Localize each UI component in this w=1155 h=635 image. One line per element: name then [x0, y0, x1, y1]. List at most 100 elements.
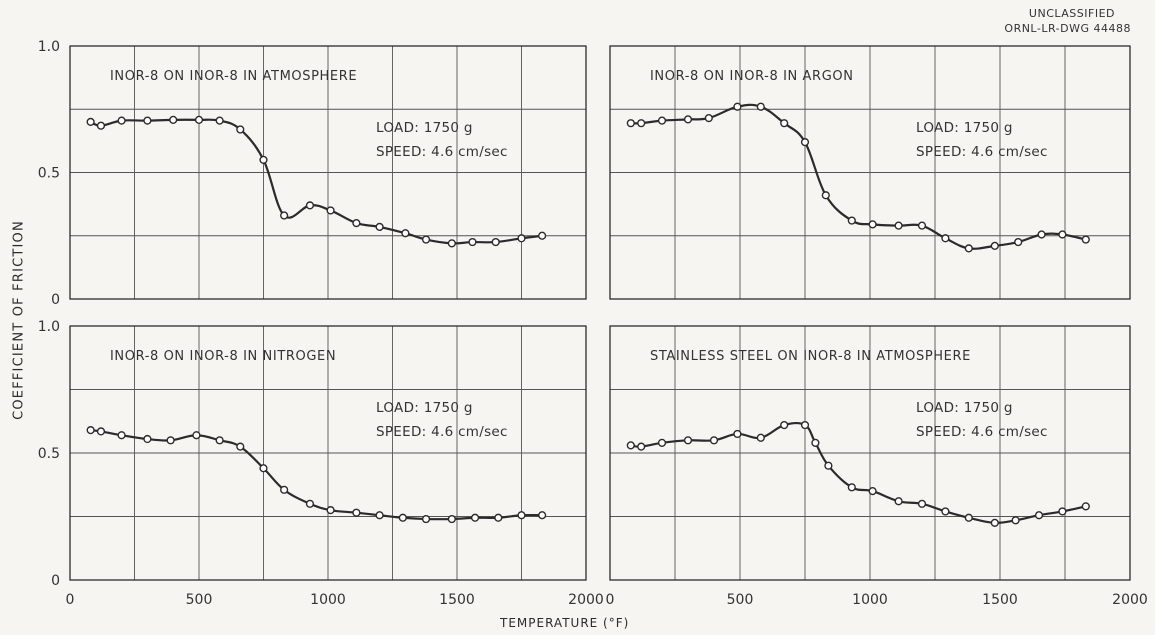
chart-panel-3: INOR-8 ON INOR-8 IN NITROGEN LOAD: 1750 g… [38, 319, 604, 608]
data-point [326, 506, 335, 515]
data-point [305, 499, 315, 508]
data-point [326, 206, 335, 215]
data-point [894, 221, 903, 230]
data-point [494, 513, 503, 522]
data-point [941, 234, 950, 243]
y-tick-label: 1.0 [38, 319, 60, 335]
data-point [192, 431, 201, 440]
data-point [398, 513, 407, 522]
data-point [683, 115, 693, 124]
data-point [1058, 230, 1067, 239]
data-point [96, 121, 106, 130]
data-point [280, 211, 289, 220]
data-point [637, 119, 646, 128]
data-point [194, 115, 204, 124]
y-tick-label: 1.0 [38, 39, 60, 55]
chart-panel-4: STAINLESS STEEL ON INOR-8 IN ATMOSPHERE L… [606, 325, 1148, 608]
data-point [96, 427, 106, 436]
data-point [1081, 502, 1090, 511]
x-tick-label: 1500 [982, 592, 1018, 608]
classification-stamp: UNCLASSIFIED [1028, 7, 1115, 20]
data-point [637, 442, 646, 451]
x-tick-label: 1000 [852, 592, 888, 608]
data-point [1014, 237, 1023, 247]
load-annotation: LOAD: 1750 g [916, 120, 1013, 136]
data-point [517, 234, 526, 243]
data-point [421, 235, 431, 244]
data-point [626, 441, 635, 450]
data-point [733, 102, 742, 111]
data-point [421, 514, 431, 524]
data-point [305, 201, 315, 210]
x-tick-label: 1000 [310, 592, 346, 608]
data-point [143, 116, 152, 125]
data-point [1011, 516, 1020, 525]
data-point [780, 119, 789, 128]
data-point [517, 511, 526, 520]
data-point [352, 508, 361, 517]
plot-frame [609, 325, 1131, 581]
data-point [143, 434, 152, 444]
load-annotation: LOAD: 1750 g [376, 120, 473, 136]
data-point [704, 114, 713, 123]
data-point [86, 426, 95, 435]
panel-title: INOR-8 ON INOR-8 IN ATMOSPHERE [110, 69, 357, 84]
speed-annotation: SPEED: 4.6 cm/sec [916, 424, 1048, 440]
data-point [868, 487, 877, 496]
data-point [86, 117, 95, 127]
data-point [375, 511, 384, 520]
plot-frame [69, 325, 587, 581]
data-point [990, 241, 999, 250]
data-point [964, 244, 973, 253]
y-tick-label: 0 [51, 573, 60, 589]
plot-frame [609, 45, 1131, 300]
y-tick-label: 0.5 [38, 446, 60, 462]
data-point [917, 499, 927, 508]
data-point [447, 239, 456, 248]
x-tick-label: 0 [66, 592, 75, 608]
data-point [709, 436, 719, 445]
x-tick-label: 2000 [568, 592, 604, 608]
y-tick-label: 0.5 [38, 166, 60, 182]
data-point [259, 464, 268, 473]
load-annotation: LOAD: 1750 g [376, 400, 473, 416]
data-point [215, 116, 224, 125]
data-point [117, 116, 126, 125]
data-point [683, 436, 693, 445]
data-point [1081, 235, 1090, 244]
data-point [847, 216, 856, 225]
x-tick-label: 1500 [439, 592, 475, 608]
data-point [117, 431, 126, 440]
plot-frame [69, 45, 587, 300]
series-line [630, 103, 1087, 250]
chart-panel-1: INOR-8 ON INOR-8 IN ATMOSPHERE LOAD: 1750… [38, 39, 587, 308]
x-axis-label: TEMPERATURE (°F) [500, 616, 630, 630]
data-point [756, 102, 765, 111]
data-point [894, 497, 903, 506]
data-point [236, 442, 245, 451]
data-point [868, 220, 877, 229]
data-point [964, 513, 973, 522]
data-point [917, 221, 927, 230]
data-point [166, 436, 175, 445]
data-point [538, 511, 547, 520]
data-point [280, 485, 289, 494]
series-line [90, 118, 543, 245]
data-point [491, 237, 500, 247]
load-annotation: LOAD: 1750 g [916, 400, 1013, 416]
data-point [538, 231, 547, 240]
data-point [1037, 230, 1046, 239]
data-point [821, 191, 830, 200]
data-point [447, 514, 456, 524]
data-point [657, 116, 667, 125]
data-point [468, 237, 477, 247]
data-point [847, 483, 856, 492]
chart-panel-2: INOR-8 ON INOR-8 IN ARGON LOAD: 1750 g SPE… [609, 45, 1131, 300]
speed-annotation: SPEED: 4.6 cm/sec [916, 144, 1048, 160]
data-point [401, 229, 410, 238]
data-point [169, 115, 178, 124]
data-point [1058, 507, 1067, 516]
data-point [657, 438, 667, 447]
drawing-number: ORNL-LR-DWG 44488 [1004, 22, 1131, 35]
